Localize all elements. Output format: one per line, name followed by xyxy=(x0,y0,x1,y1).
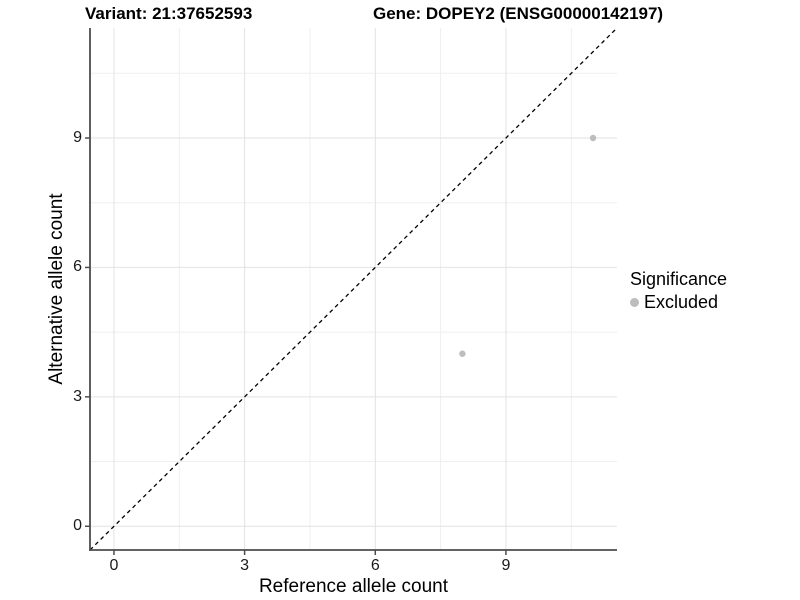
x-tick-label-9: 9 xyxy=(501,557,511,574)
y-tick-label-9: 9 xyxy=(73,129,82,146)
plot-panel xyxy=(85,27,618,555)
legend-item-excluded: Excluded xyxy=(630,292,727,313)
plot-canvas xyxy=(85,27,618,555)
x-tick-label-3: 3 xyxy=(240,557,250,574)
x-tick-label-6: 6 xyxy=(370,557,380,574)
legend-title: Significance xyxy=(630,269,728,289)
legend-item-label: Excluded xyxy=(644,292,719,312)
excluded-point-icon xyxy=(630,298,639,307)
x-tick-label-0: 0 xyxy=(109,557,119,574)
variant-title: Variant: 21:37652593 xyxy=(85,4,253,23)
y-tick-label-6: 6 xyxy=(73,258,82,276)
x-axis-title: Reference allele count xyxy=(258,576,449,597)
gene-title: Gene: DOPEY2 (ENSG00000142197) xyxy=(373,4,664,23)
y-tick-label-0: 0 xyxy=(73,517,82,535)
y-tick-label-3: 3 xyxy=(73,387,82,405)
y-axis-title: Alternative allele count xyxy=(46,193,67,385)
legend: Significance Excluded xyxy=(630,269,727,313)
